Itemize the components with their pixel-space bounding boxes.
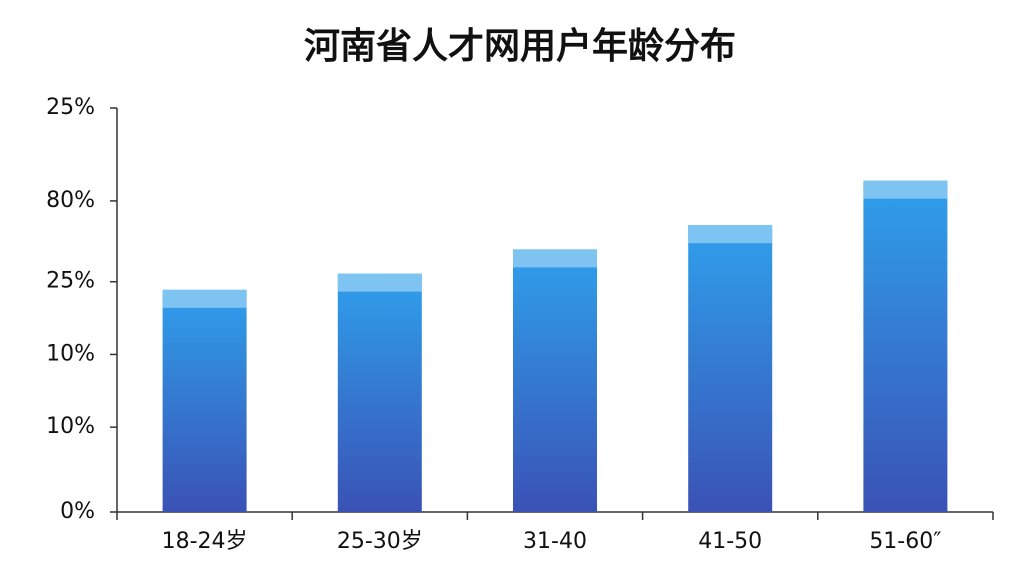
y-tick-label: 80% — [46, 188, 95, 213]
bar — [863, 180, 948, 512]
bar-highlight — [688, 225, 773, 244]
y-tick-label: 10% — [46, 341, 95, 366]
x-tick-label: 18-24岁 — [162, 529, 248, 554]
y-tick-label: 0% — [60, 499, 95, 524]
bar — [688, 225, 773, 512]
bar — [162, 289, 247, 512]
x-tick-label: 31-40 — [523, 529, 587, 554]
x-tick-label: 51-60″ — [869, 529, 941, 554]
bar — [337, 273, 422, 512]
y-tick-label: 10% — [46, 414, 95, 439]
x-tick-label: 41-50 — [698, 529, 762, 554]
chart-title: 河南省人才网用户年龄分布 — [304, 26, 736, 67]
y-tick-label: 25% — [46, 95, 95, 120]
bar — [513, 249, 597, 512]
x-tick-label: 25-30岁 — [337, 529, 423, 554]
bar-highlight — [162, 289, 247, 308]
bar-highlight — [863, 180, 948, 199]
y-tick-label: 25% — [46, 269, 95, 294]
bar-highlight — [337, 273, 422, 292]
bar-highlight — [513, 249, 597, 268]
